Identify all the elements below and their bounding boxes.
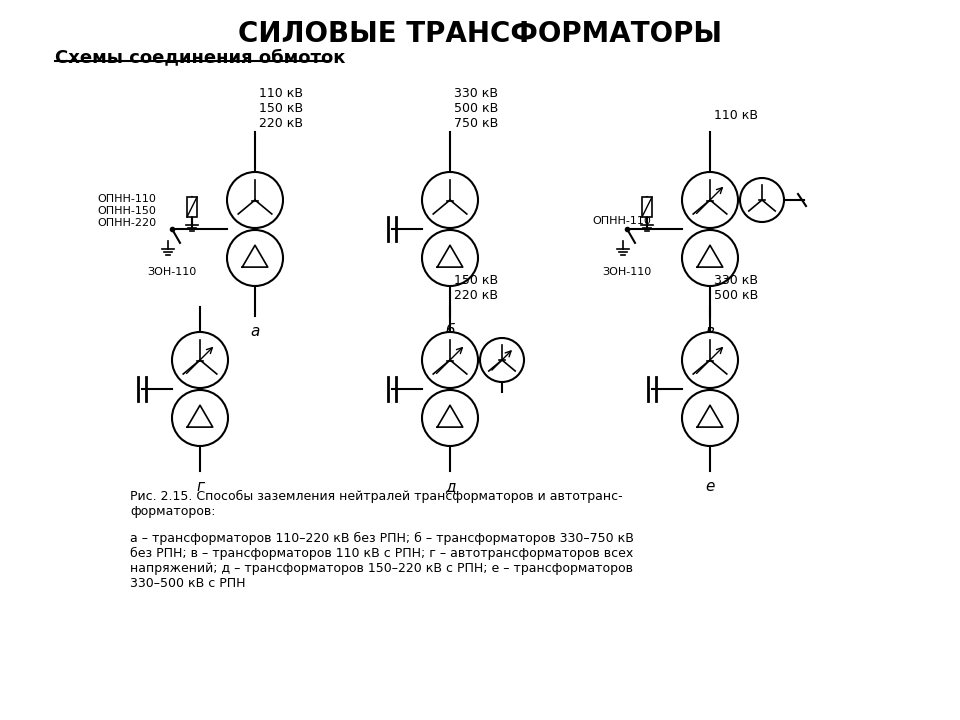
Text: д: д bbox=[444, 479, 455, 494]
Text: ОПНН-110: ОПНН-110 bbox=[592, 216, 651, 226]
Bar bbox=[187, 197, 197, 217]
Text: СИЛОВЫЕ ТРАНСФОРМАТОРЫ: СИЛОВЫЕ ТРАНСФОРМАТОРЫ bbox=[238, 20, 722, 48]
Text: Схемы соединения обмоток: Схемы соединения обмоток bbox=[55, 48, 346, 66]
Text: а – трансформаторов 110–220 кВ без РПН; б – трансформаторов 330–750 кВ
без РПН; : а – трансформаторов 110–220 кВ без РПН; … bbox=[130, 532, 634, 590]
Text: 110 кВ: 110 кВ bbox=[714, 109, 758, 122]
Bar bbox=[642, 197, 652, 217]
Circle shape bbox=[480, 338, 524, 382]
Text: 330 кВ
500 кВ
750 кВ: 330 кВ 500 кВ 750 кВ bbox=[454, 87, 498, 130]
Text: ЗОН-110: ЗОН-110 bbox=[147, 267, 196, 277]
Text: а: а bbox=[251, 324, 260, 339]
Text: 150 кВ
220 кВ: 150 кВ 220 кВ bbox=[454, 274, 498, 302]
Circle shape bbox=[172, 332, 228, 388]
Text: в: в bbox=[706, 324, 714, 339]
Text: ЗОН-110: ЗОН-110 bbox=[602, 267, 651, 277]
Circle shape bbox=[682, 230, 738, 286]
Text: Рис. 2.15. Способы заземления нейтралей трансформаторов и автотранс-
форматоров:: Рис. 2.15. Способы заземления нейтралей … bbox=[130, 490, 623, 518]
Circle shape bbox=[422, 332, 478, 388]
Text: 110 кВ
150 кВ
220 кВ: 110 кВ 150 кВ 220 кВ bbox=[259, 87, 303, 130]
Text: 330 кВ
500 кВ: 330 кВ 500 кВ bbox=[714, 274, 758, 302]
Circle shape bbox=[682, 172, 738, 228]
Circle shape bbox=[227, 172, 283, 228]
Circle shape bbox=[682, 332, 738, 388]
Circle shape bbox=[172, 390, 228, 446]
Text: ОПНН-110
ОПНН-150
ОПНН-220: ОПНН-110 ОПНН-150 ОПНН-220 bbox=[97, 194, 156, 228]
Circle shape bbox=[682, 390, 738, 446]
Circle shape bbox=[227, 230, 283, 286]
Circle shape bbox=[422, 172, 478, 228]
Circle shape bbox=[422, 390, 478, 446]
Text: е: е bbox=[706, 479, 714, 494]
Text: б: б bbox=[445, 324, 455, 339]
Text: г: г bbox=[196, 479, 204, 494]
Circle shape bbox=[422, 230, 478, 286]
Circle shape bbox=[740, 178, 784, 222]
